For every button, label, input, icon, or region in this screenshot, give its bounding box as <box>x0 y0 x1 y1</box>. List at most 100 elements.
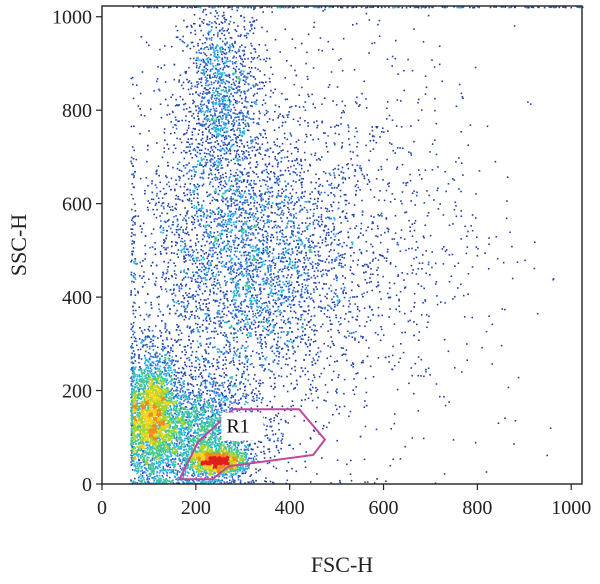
event-point <box>233 55 235 58</box>
event-point <box>182 87 185 90</box>
event-point <box>215 136 218 139</box>
event-point <box>242 328 245 330</box>
event-point <box>200 124 203 127</box>
event-point <box>237 174 239 177</box>
event-point <box>164 322 167 325</box>
event-point <box>215 131 218 133</box>
event-point <box>233 268 235 270</box>
event-point <box>166 143 169 146</box>
event-point <box>194 165 196 168</box>
event-point <box>156 80 158 83</box>
event-point <box>328 305 331 307</box>
event-point <box>217 234 219 237</box>
event-point <box>236 309 238 311</box>
event-point <box>235 172 237 174</box>
event-point <box>183 133 185 136</box>
event-point <box>234 91 236 94</box>
event-point <box>249 118 252 120</box>
event-point <box>211 127 213 130</box>
event-point <box>321 307 324 309</box>
event-point <box>319 350 322 353</box>
event-point <box>174 265 177 267</box>
event-point <box>193 168 195 171</box>
event-point <box>228 272 231 274</box>
event-point <box>239 124 241 126</box>
event-point <box>297 335 299 338</box>
event-point <box>178 236 180 239</box>
event-point <box>210 29 213 31</box>
event-point <box>253 27 256 29</box>
event-point <box>288 248 290 251</box>
event-point <box>274 288 276 291</box>
event-point <box>185 108 188 110</box>
event-point <box>234 62 237 65</box>
event-point <box>180 287 183 290</box>
event-point <box>198 122 201 125</box>
event-point <box>296 201 298 203</box>
event-point <box>133 331 136 334</box>
event-point <box>162 202 165 204</box>
event-point <box>272 258 274 261</box>
event-point <box>218 72 221 75</box>
event-point <box>295 105 297 107</box>
event-point <box>250 179 253 182</box>
event-point <box>294 147 296 149</box>
event-point <box>273 273 275 275</box>
event-point <box>288 263 290 266</box>
event-point <box>219 133 222 136</box>
event-point <box>268 118 271 120</box>
event-point <box>254 321 257 324</box>
event-point <box>265 109 268 112</box>
event-point <box>262 355 264 357</box>
event-point <box>202 134 204 136</box>
event-point <box>297 240 300 242</box>
event-point <box>203 65 206 68</box>
event-point <box>212 365 214 367</box>
event-point <box>244 251 247 253</box>
event-point <box>218 56 221 59</box>
event-point <box>229 152 231 155</box>
event-point <box>237 194 239 197</box>
event-point <box>249 274 252 277</box>
event-point <box>230 173 232 176</box>
event-point <box>310 181 313 184</box>
event-point <box>159 190 162 193</box>
event-point <box>249 167 252 169</box>
event-point <box>220 164 223 167</box>
event-point <box>265 60 267 63</box>
event-point <box>319 159 321 161</box>
event-point <box>277 115 280 117</box>
event-point <box>262 233 264 236</box>
event-point <box>343 286 346 289</box>
event-point <box>245 233 247 236</box>
event-point <box>313 274 315 277</box>
event-point <box>206 191 208 194</box>
event-point <box>222 100 224 103</box>
event-point <box>272 292 275 295</box>
event-point <box>238 155 241 158</box>
event-point <box>228 81 230 84</box>
event-point <box>209 69 212 72</box>
event-point <box>192 340 194 342</box>
event-point <box>191 41 194 44</box>
event-point <box>309 388 311 390</box>
event-point <box>276 213 278 216</box>
event-point <box>196 6 198 8</box>
event-point <box>192 375 194 378</box>
event-point <box>184 151 187 154</box>
event-point <box>249 363 252 366</box>
event-point <box>206 138 209 141</box>
event-point <box>163 131 166 134</box>
event-point <box>289 327 291 329</box>
event-point <box>221 98 224 101</box>
event-point <box>168 278 170 280</box>
event-point <box>256 218 259 221</box>
event-point <box>277 225 279 227</box>
event-point <box>220 177 222 179</box>
event-point <box>196 197 199 199</box>
event-point <box>221 79 223 81</box>
event-point <box>210 114 212 116</box>
event-point <box>210 172 212 175</box>
event-point <box>179 213 182 216</box>
event-point <box>209 160 212 163</box>
